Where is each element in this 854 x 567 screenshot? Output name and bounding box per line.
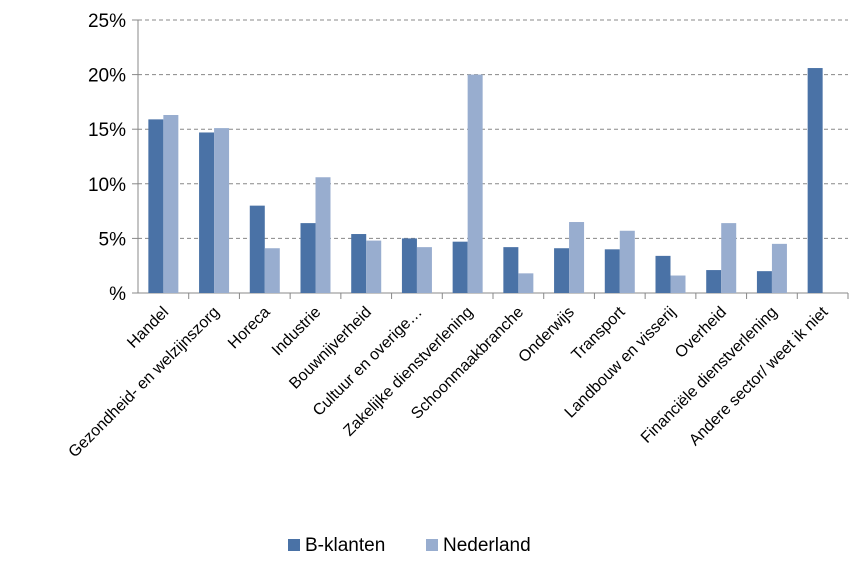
y-tick-label: 25% — [88, 11, 126, 32]
y-tick-label: 5% — [99, 229, 127, 250]
bar-b-klanten-14 — [807, 68, 823, 293]
bar-nederland-1 — [163, 115, 179, 293]
bar-b-klanten-6 — [401, 238, 417, 293]
bar-b-klanten-10 — [604, 249, 620, 293]
bar-b-klanten-12 — [706, 270, 722, 293]
y-tick-label: % — [109, 284, 126, 305]
category-label: Horeca — [225, 304, 274, 353]
legend-swatch — [288, 539, 300, 551]
axes — [132, 19, 849, 299]
bar-nederland-11 — [670, 275, 686, 293]
bars — [148, 68, 823, 293]
bar-nederland-13 — [771, 243, 787, 293]
y-tick-label: 15% — [88, 120, 126, 141]
bar-b-klanten-11 — [655, 255, 671, 293]
bar-b-klanten-5 — [351, 234, 367, 293]
bar-nederland-5 — [366, 240, 382, 293]
category-label: Onderwijs — [516, 304, 578, 366]
legend-label: B-klanten — [305, 535, 385, 556]
bar-b-klanten-3 — [249, 205, 265, 293]
legend: B-klanten Nederland — [288, 535, 531, 556]
bar-b-klanten-2 — [199, 132, 215, 293]
bar-nederland-4 — [315, 177, 331, 293]
bar-nederland-10 — [619, 230, 635, 293]
bar-b-klanten-1 — [148, 119, 164, 293]
y-tick-label: 10% — [88, 175, 126, 196]
bar-nederland-7 — [467, 74, 483, 293]
category-label: Handel — [124, 304, 172, 352]
bar-b-klanten-13 — [756, 271, 772, 293]
legend-swatch — [426, 539, 438, 551]
gridlines — [138, 19, 848, 239]
bar-b-klanten-9 — [554, 248, 570, 293]
bar-nederland-9 — [569, 222, 585, 293]
bar-nederland-12 — [721, 223, 737, 293]
bar-b-klanten-8 — [503, 247, 519, 293]
bar-nederland-6 — [416, 247, 432, 293]
bar-nederland-8 — [518, 273, 534, 293]
bar-nederland-3 — [264, 248, 280, 293]
y-tick-label: 20% — [88, 66, 126, 87]
bar-b-klanten-7 — [452, 241, 468, 293]
bar-nederland-2 — [214, 128, 230, 293]
bar-b-klanten-4 — [300, 223, 316, 293]
legend-label: Nederland — [443, 535, 531, 556]
